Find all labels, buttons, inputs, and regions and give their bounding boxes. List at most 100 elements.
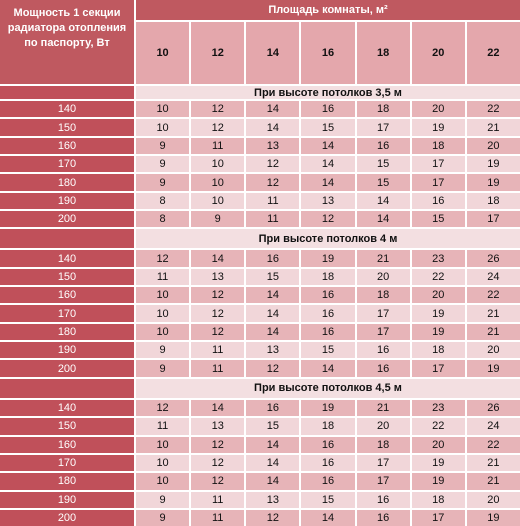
value-cell: 15 [411,211,465,228]
value-cell: 18 [356,101,410,118]
value-cell: 11 [191,360,245,377]
value-cell: 19 [466,156,520,173]
value-cell: 14 [356,211,410,228]
value-cell: 9 [136,509,190,526]
value-cell: 13 [246,137,300,155]
value-cell: 13 [191,268,245,286]
value-cell: 18 [411,491,465,508]
value-cell: 16 [301,473,355,490]
value-cell: 15 [301,119,355,136]
value-cell: 16 [301,436,355,453]
value-cell: 26 [466,399,520,417]
value-cell: 23 [411,250,465,267]
value-cell: 24 [466,268,520,286]
value-cell: 15 [301,491,355,508]
value-cell: 16 [301,323,355,341]
area-header: Площадь комнаты, м² [136,0,520,20]
power-cell: 170 [0,305,134,322]
value-cell: 18 [466,192,520,210]
value-cell: 10 [136,473,190,490]
value-cell: 14 [191,250,245,267]
value-cell: 22 [466,436,520,453]
value-cell: 14 [246,305,300,322]
value-cell: 10 [136,323,190,341]
value-cell: 15 [246,418,300,435]
value-cell: 12 [136,250,190,267]
power-cell: 170 [0,454,134,472]
value-cell: 9 [136,360,190,377]
value-cell: 20 [466,137,520,155]
value-cell: 26 [466,250,520,267]
area-column-header: 18 [356,22,410,84]
section-title: При высоте потолков 4 м [136,229,520,249]
value-cell: 17 [356,473,410,490]
value-cell: 16 [356,509,410,526]
area-column-header: 16 [301,22,355,84]
value-cell: 20 [411,436,465,453]
value-cell: 14 [191,399,245,417]
value-cell: 22 [411,418,465,435]
section-title: При высоте потолков 3,5 м [136,86,520,99]
power-column-header: Мощность 1 секции радиатора отопления по… [0,0,134,84]
value-cell: 11 [136,268,190,286]
power-cell: 190 [0,192,134,210]
value-cell: 14 [246,454,300,472]
value-cell: 20 [411,101,465,118]
value-cell: 9 [191,211,245,228]
value-cell: 9 [136,174,190,191]
value-cell: 17 [356,119,410,136]
value-cell: 19 [411,119,465,136]
value-cell: 14 [246,287,300,304]
power-cell: 180 [0,323,134,341]
value-cell: 19 [466,174,520,191]
value-cell: 17 [411,360,465,377]
power-cell: 160 [0,436,134,453]
value-cell: 14 [356,192,410,210]
value-cell: 16 [356,137,410,155]
value-cell: 11 [191,509,245,526]
value-cell: 14 [246,436,300,453]
value-cell: 14 [301,360,355,377]
value-cell: 16 [356,342,410,359]
value-cell: 19 [301,399,355,417]
value-cell: 12 [301,211,355,228]
value-cell: 15 [301,342,355,359]
value-cell: 10 [191,156,245,173]
value-cell: 15 [356,174,410,191]
power-cell: 140 [0,399,134,417]
value-cell: 21 [466,473,520,490]
value-cell: 14 [301,156,355,173]
value-cell: 20 [356,268,410,286]
value-cell: 14 [301,137,355,155]
value-cell: 15 [356,156,410,173]
value-cell: 11 [191,342,245,359]
value-cell: 21 [466,454,520,472]
value-cell: 10 [136,436,190,453]
value-cell: 14 [246,473,300,490]
value-cell: 18 [356,287,410,304]
value-cell: 19 [411,454,465,472]
value-cell: 12 [191,436,245,453]
value-cell: 16 [246,399,300,417]
value-cell: 14 [301,509,355,526]
value-cell: 18 [356,436,410,453]
value-cell: 23 [411,399,465,417]
area-column-header: 14 [246,22,300,84]
power-cell: 200 [0,509,134,526]
value-cell: 12 [191,119,245,136]
value-cell: 12 [136,399,190,417]
power-cell: 160 [0,287,134,304]
value-cell: 8 [136,211,190,228]
value-cell: 9 [136,342,190,359]
value-cell: 22 [411,268,465,286]
value-cell: 21 [466,323,520,341]
area-column-header: 12 [191,22,245,84]
value-cell: 10 [191,192,245,210]
value-cell: 11 [191,491,245,508]
value-cell: 18 [301,418,355,435]
value-cell: 9 [136,491,190,508]
value-cell: 24 [466,418,520,435]
power-cell: 180 [0,174,134,191]
value-cell: 13 [191,418,245,435]
